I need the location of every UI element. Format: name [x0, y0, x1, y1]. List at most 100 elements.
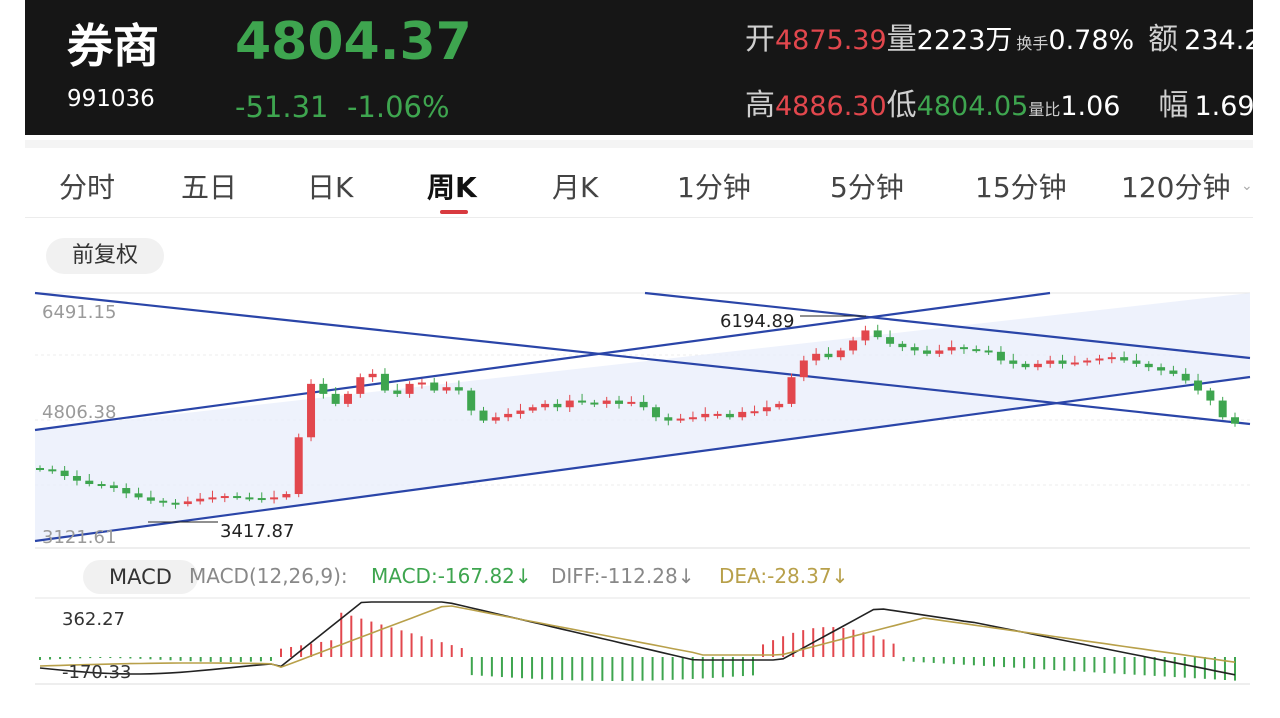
stock-name: 券商	[67, 19, 159, 73]
candle-body	[257, 498, 266, 501]
candle-body	[651, 407, 660, 418]
tab-1-minute[interactable]: 1分钟	[677, 171, 751, 204]
candle-body	[1058, 360, 1067, 364]
macd-dea-line	[39, 605, 1236, 669]
quote-header: 券商 991036 4804.37 -51.31 -1.06% 开4875.39…	[25, 0, 1253, 135]
candle-body	[233, 496, 242, 499]
candle-body	[688, 417, 697, 420]
last-price: 4804.37	[235, 12, 472, 72]
candle-body	[947, 347, 956, 351]
chevron-down-icon[interactable]: ⌄	[1241, 178, 1253, 194]
candle-body	[282, 494, 291, 498]
candle-body	[171, 502, 180, 505]
candle-body	[60, 470, 69, 477]
candle-body	[442, 387, 451, 391]
candle-body	[553, 403, 562, 408]
candle-body	[405, 383, 414, 394]
candle-body	[996, 351, 1005, 361]
macd-params: MACD(12,26,9):	[189, 564, 348, 588]
tab-120-minute[interactable]: 120分钟	[1121, 171, 1231, 204]
max-price-label: 6194.89	[720, 311, 794, 332]
candle-body	[1132, 360, 1141, 364]
volratio-label: 量比	[1028, 100, 1061, 119]
macd-axis-top-label: 362.27	[62, 609, 125, 630]
candle-body	[356, 377, 365, 394]
min-price-label: 3417.87	[220, 521, 294, 542]
amount-value: 234.2	[1184, 25, 1253, 56]
candle-body	[590, 402, 599, 405]
high-value: 4886.30	[775, 91, 887, 122]
tab-5-minute[interactable]: 5分钟	[830, 171, 904, 204]
change-value: -51.31	[235, 90, 329, 124]
tab-15-minute[interactable]: 15分钟	[975, 171, 1067, 204]
candle-body	[331, 393, 340, 404]
candle-body	[935, 350, 944, 354]
candle-body	[97, 484, 106, 487]
candle-body	[294, 437, 303, 495]
diff-value: DIFF:-112.28↓	[551, 564, 695, 588]
candle-body	[48, 469, 57, 472]
candle-body	[134, 493, 143, 498]
candle-body	[1206, 390, 1215, 401]
period-tabs: 分时 五日 日K 周K 月K 1分钟 5分钟 15分钟 120分钟 ⌄	[25, 148, 1253, 218]
change-percent: -1.06%	[346, 90, 450, 124]
candle-body	[578, 400, 587, 403]
tab-minute[interactable]: 分时	[59, 171, 116, 204]
candle-body	[1194, 380, 1203, 391]
y-axis-top-label: 6491.15	[42, 302, 116, 323]
tab-weekly-k[interactable]: 周K	[427, 171, 477, 204]
candle-body	[1169, 370, 1178, 374]
candle-body	[984, 350, 993, 353]
right-gutter	[1253, 0, 1280, 718]
candle-body	[430, 382, 439, 391]
trend-channel-lines	[34, 291, 1251, 543]
candle-body	[343, 393, 352, 404]
candle-body	[491, 417, 500, 421]
candle-body	[861, 330, 870, 341]
candle-body	[713, 413, 722, 416]
low-value: 4804.05	[916, 91, 1029, 122]
section-divider	[25, 140, 1253, 148]
volume-value: 2223万	[916, 25, 1013, 56]
kline-annotations: 6194.89 3417.87 6491.15 4806.38 3121.61	[42, 302, 866, 548]
candle-body	[725, 413, 734, 418]
candle-body	[1070, 362, 1079, 365]
candle-body	[1218, 400, 1227, 418]
macd-diff-line	[39, 601, 1236, 676]
candle-body	[270, 497, 279, 500]
candle-body	[664, 417, 673, 421]
candle-body	[849, 340, 858, 351]
candle-body	[454, 387, 463, 391]
candle-body	[910, 347, 919, 351]
candle-body	[898, 343, 907, 348]
candle-body	[972, 349, 981, 352]
candle-body	[183, 501, 192, 505]
amplitude-value: 1.69	[1194, 91, 1253, 122]
macd-value: MACD:-167.82↓	[371, 564, 532, 588]
turnover-label: 换手	[1016, 34, 1049, 53]
candle-body	[799, 360, 808, 378]
candle-body	[1231, 417, 1239, 424]
candle-body	[1083, 360, 1092, 363]
candle-body	[1181, 373, 1190, 381]
candle-body	[824, 353, 833, 358]
high-label: 高	[745, 88, 775, 123]
candle-body	[762, 407, 771, 412]
candle-body	[627, 401, 636, 404]
dea-value: DEA:-28.37↓	[719, 564, 849, 588]
tab-monthly-k[interactable]: 月K	[552, 171, 599, 204]
adjust-mode-button[interactable]: 前复权	[46, 238, 164, 274]
low-label: 低	[886, 88, 917, 123]
candle-body	[380, 373, 389, 391]
candle-body	[787, 377, 796, 404]
candle-body	[146, 497, 155, 501]
candlesticks	[36, 324, 1239, 509]
candle-body	[541, 403, 550, 408]
candle-body	[1157, 367, 1166, 371]
candle-body	[565, 400, 574, 408]
macd-indicator-button[interactable]: MACD	[83, 560, 198, 594]
candle-body	[1120, 357, 1129, 361]
tab-daily-k[interactable]: 日K	[307, 171, 354, 204]
tab-five-day[interactable]: 五日	[181, 171, 238, 204]
